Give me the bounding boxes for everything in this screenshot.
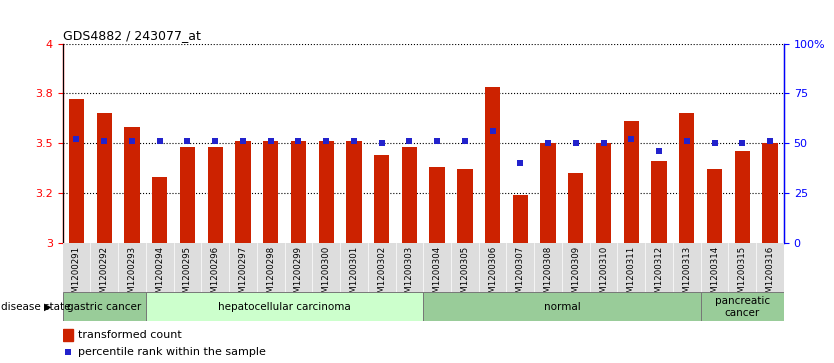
Bar — [291, 142, 306, 243]
Bar — [735, 151, 750, 243]
Text: GSM1200294: GSM1200294 — [155, 246, 164, 304]
Text: GSM1200293: GSM1200293 — [128, 246, 137, 304]
Text: GSM1200307: GSM1200307 — [516, 246, 525, 304]
Bar — [97, 113, 112, 243]
Bar — [263, 142, 279, 243]
Bar — [346, 142, 361, 243]
Bar — [208, 147, 223, 243]
Bar — [124, 127, 139, 243]
Bar — [152, 177, 168, 243]
Text: GDS4882 / 243077_at: GDS4882 / 243077_at — [63, 29, 200, 42]
Text: GSM1200302: GSM1200302 — [377, 246, 386, 304]
Text: GSM1200312: GSM1200312 — [655, 246, 664, 304]
Bar — [423, 292, 701, 321]
Bar — [701, 292, 784, 321]
Text: GSM1200298: GSM1200298 — [266, 246, 275, 304]
Bar — [624, 121, 639, 243]
Text: GSM1200303: GSM1200303 — [404, 246, 414, 304]
Text: GSM1200313: GSM1200313 — [682, 246, 691, 304]
Text: GSM1200316: GSM1200316 — [766, 246, 775, 304]
Text: normal: normal — [544, 302, 580, 312]
Bar — [457, 169, 473, 243]
Bar — [180, 147, 195, 243]
Bar — [679, 113, 695, 243]
Bar — [68, 99, 84, 243]
Text: GSM1200291: GSM1200291 — [72, 246, 81, 304]
Bar — [762, 143, 778, 243]
Text: GSM1200314: GSM1200314 — [710, 246, 719, 304]
Text: GSM1200292: GSM1200292 — [100, 246, 108, 304]
Bar — [63, 292, 146, 321]
Bar — [485, 87, 500, 243]
Text: GSM1200295: GSM1200295 — [183, 246, 192, 304]
Text: GSM1200304: GSM1200304 — [433, 246, 442, 304]
Text: hepatocellular carcinoma: hepatocellular carcinoma — [219, 302, 351, 312]
Text: GSM1200300: GSM1200300 — [322, 246, 330, 304]
Bar — [513, 195, 528, 243]
Text: GSM1200310: GSM1200310 — [599, 246, 608, 304]
Bar — [146, 292, 424, 321]
Text: disease state: disease state — [1, 302, 70, 312]
Bar — [540, 143, 555, 243]
Text: GSM1200297: GSM1200297 — [239, 246, 248, 304]
Text: GSM1200305: GSM1200305 — [460, 246, 470, 304]
Bar — [374, 155, 389, 243]
Bar — [707, 169, 722, 243]
Bar — [319, 142, 334, 243]
Text: GSM1200301: GSM1200301 — [349, 246, 359, 304]
Bar — [430, 167, 445, 243]
Text: ▶: ▶ — [44, 302, 52, 312]
Text: GSM1200311: GSM1200311 — [627, 246, 636, 304]
Text: transformed count: transformed count — [78, 330, 182, 340]
Bar — [402, 147, 417, 243]
Bar — [568, 173, 584, 243]
Text: pancreatic
cancer: pancreatic cancer — [715, 296, 770, 318]
Bar — [235, 142, 250, 243]
Bar — [651, 161, 666, 243]
Bar — [596, 143, 611, 243]
Text: percentile rank within the sample: percentile rank within the sample — [78, 347, 266, 357]
Text: GSM1200306: GSM1200306 — [488, 246, 497, 304]
Text: GSM1200299: GSM1200299 — [294, 246, 303, 304]
Text: GSM1200296: GSM1200296 — [211, 246, 219, 304]
Bar — [63, 329, 73, 341]
Text: GSM1200315: GSM1200315 — [738, 246, 746, 304]
Text: gastric cancer: gastric cancer — [67, 302, 141, 312]
Text: GSM1200309: GSM1200309 — [571, 246, 580, 304]
Text: GSM1200308: GSM1200308 — [544, 246, 553, 304]
